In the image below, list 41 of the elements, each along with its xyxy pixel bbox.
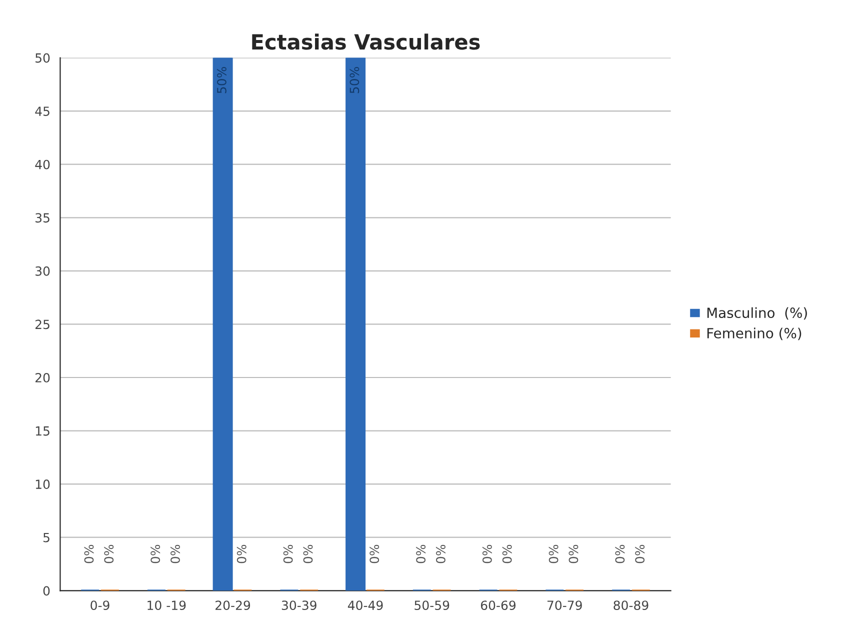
data-label: 0% [370,544,380,564]
data-label: 0% [84,544,94,564]
x-tick-label: 0-9 [90,600,110,610]
x-tick-label: 40-49 [348,600,383,610]
legend-label: Femenino (%) [707,328,802,340]
data-label: 50% [350,66,360,94]
x-tick-label: 30-39 [282,600,316,610]
data-label: 0% [150,544,160,564]
y-tick-label: 25 [35,320,50,330]
y-tick-label: 5 [43,532,50,542]
y-tick-label: 30 [36,266,50,276]
data-label: 50% [216,66,226,94]
y-tick-label: 50 [36,53,50,63]
y-tick-label: 15 [36,426,50,436]
y-tick-label: 0 [43,586,50,596]
data-label: 0% [548,544,558,564]
data-label: 0% [303,544,313,564]
data-label: 0% [236,544,246,564]
y-tick-label: 35 [36,213,50,223]
x-tick-label: 20-29 [216,600,250,610]
data-label: 0% [436,544,446,564]
data-label: 0% [568,544,578,564]
x-tick-label: 80-89 [614,600,648,610]
chart-title: Ectasias Vasculares [252,34,480,50]
data-label: 0% [416,544,426,564]
data-label: 0% [283,544,293,564]
data-label: 0% [635,544,645,564]
y-tick-label: 20 [35,372,50,382]
y-tick-label: 10 [36,480,50,489]
data-label: 0% [615,544,625,564]
x-tick-label: 50-59 [414,600,450,610]
y-tick-label: 40 [35,160,50,170]
data-label: 0% [170,544,180,564]
data-label: 0% [502,544,512,564]
data-label: 0% [104,544,114,564]
legend-label: Masculino (%) [707,307,807,320]
x-tick-label: 60-69 [480,600,516,610]
y-tick-label: 45 [35,106,50,116]
x-tick-label: 10 -19 [148,600,186,610]
data-label: 0% [482,544,492,564]
x-tick-label: 70-79 [547,600,582,610]
